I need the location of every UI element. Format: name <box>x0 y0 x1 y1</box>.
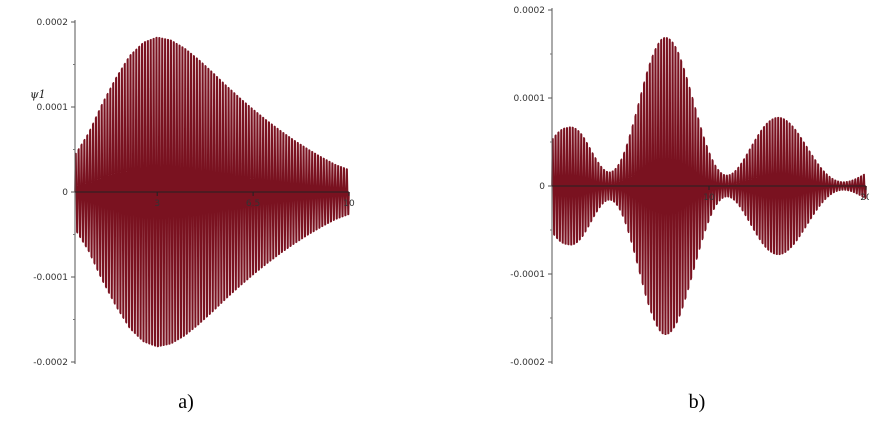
x-tick-label: 20 <box>860 193 869 203</box>
x-tick-label: 10 <box>343 199 355 209</box>
y-tick-label: -0.0002 <box>510 358 545 368</box>
x-tick-label: 3 <box>154 199 160 209</box>
panel-b: 0.0002 0.0001 0 -0.0001 -0.0002 10 20 b) <box>510 6 869 413</box>
y-tick-label: -0.0001 <box>33 273 68 283</box>
y-tick-label: 0.0002 <box>514 6 546 16</box>
y-tick-label: 0.0001 <box>37 103 69 113</box>
y-tick-label: 0.0001 <box>514 94 546 104</box>
y-tick-label: 0 <box>62 188 68 198</box>
y-tick-label: 0.0002 <box>37 18 69 28</box>
x-tick-label: 6.5 <box>246 199 260 209</box>
x-tick-label: 10 <box>703 193 715 203</box>
panel-a: 0.0002 0.0001 0 -0.0001 -0.0002 3 6.5 10 ψ1 a) <box>30 18 355 413</box>
panel-caption: b) <box>689 391 706 413</box>
y-axis-label: ψ1 <box>30 88 46 101</box>
panel-caption: a) <box>178 391 194 413</box>
y-tick-label: 0 <box>539 182 545 192</box>
y-tick-label: -0.0002 <box>33 358 68 368</box>
y-tick-label: -0.0001 <box>510 270 545 280</box>
